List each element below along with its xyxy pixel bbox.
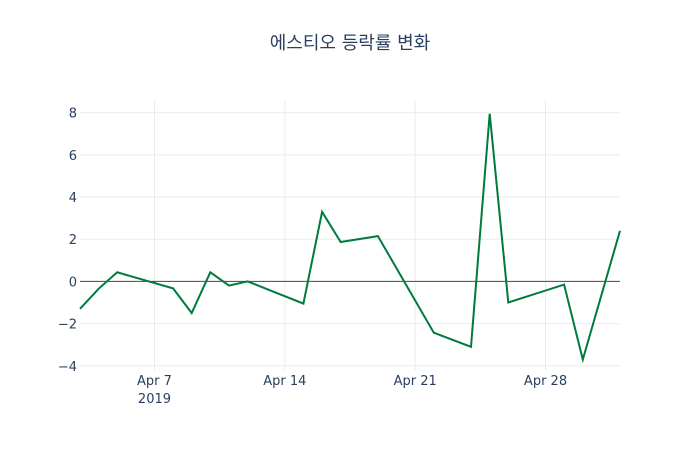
x-tick-label: Apr 7 (137, 374, 172, 389)
y-tick-label: −4 (58, 360, 77, 375)
x-tick-label: Apr 28 (524, 374, 567, 389)
axes: −4 −2 0 2 4 6 8 Apr 7 Apr 14 Apr 21 Apr 28 2019 (58, 107, 620, 407)
y-tick-label: 8 (69, 107, 77, 122)
x-tick-year-label: 2019 (138, 392, 171, 407)
x-tick-label: Apr 14 (263, 374, 306, 389)
chart-title: 에스티오 등락률 변화 (270, 33, 430, 54)
gridlines (80, 100, 620, 370)
y-tick-label: 0 (69, 275, 77, 290)
series-line (79, 113, 621, 364)
series-group (79, 113, 621, 364)
y-tick-label: 4 (69, 191, 77, 206)
y-tick-label: 2 (69, 233, 77, 248)
y-tick-label: 6 (69, 149, 77, 164)
y-tick-label: −2 (58, 318, 77, 333)
x-tick-label: Apr 21 (394, 374, 437, 389)
